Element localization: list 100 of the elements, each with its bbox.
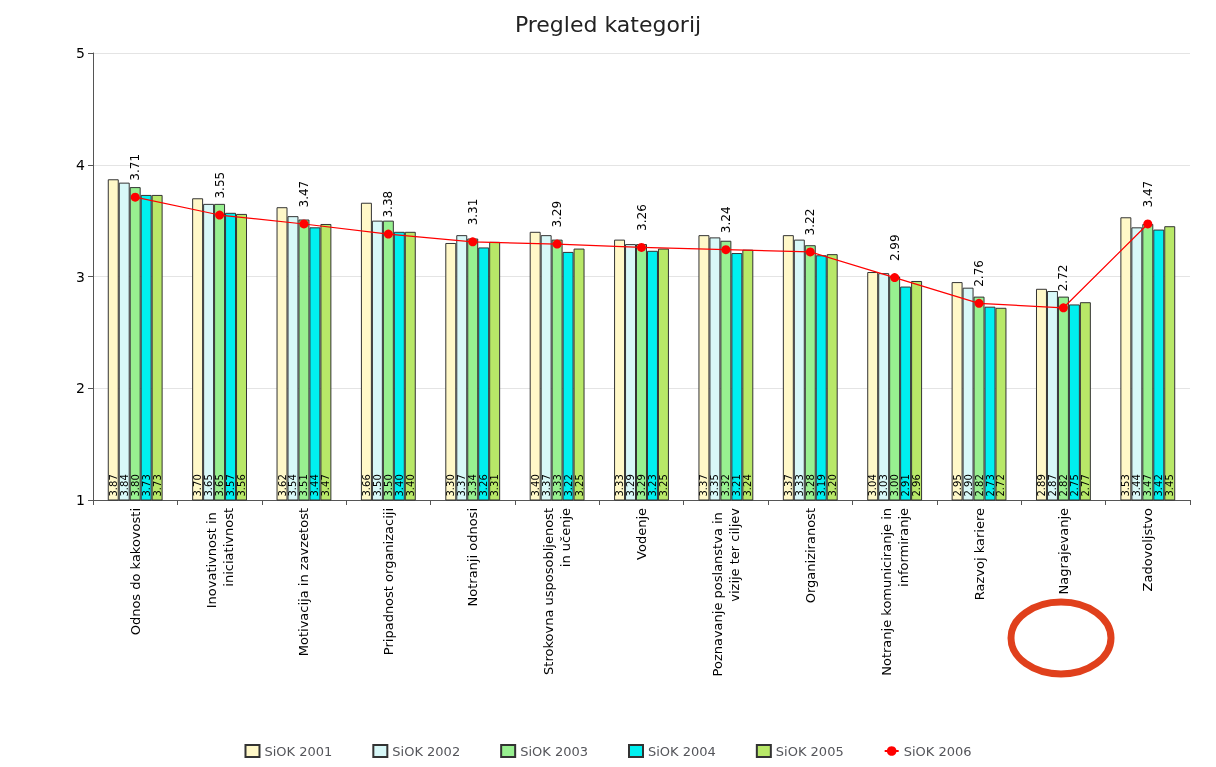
data-label: 2.73 xyxy=(984,474,996,497)
data-label: 3.62 xyxy=(276,474,288,497)
data-label: 3.31 xyxy=(489,474,501,497)
data-label: 3.65 xyxy=(214,474,226,497)
data-label: 2.82 xyxy=(1057,474,1069,497)
data-label: 3.26 xyxy=(634,204,649,231)
y-tick-label: 4 xyxy=(76,156,86,173)
data-label: 3.33 xyxy=(793,474,805,497)
data-label: 3.29 xyxy=(625,474,637,497)
point xyxy=(1143,219,1153,229)
point xyxy=(890,273,900,283)
data-label: 3.56 xyxy=(236,474,248,497)
legend-label: SiOK 2005 xyxy=(775,743,844,759)
data-label: 3.45 xyxy=(1164,474,1176,497)
data-label: 3.37 xyxy=(540,474,552,497)
data-label: 3.20 xyxy=(826,474,838,497)
data-label: 3.47 xyxy=(1140,180,1155,208)
data-label: 3.50 xyxy=(382,474,394,497)
data-label: 3.42 xyxy=(1153,474,1165,497)
data-label: 2.72 xyxy=(1056,264,1071,292)
x-tick-label: Odnos do kakovosti xyxy=(127,508,143,636)
x-tick-label: Pripadnost organizaciji xyxy=(380,508,396,656)
x-tick-label: Razvoj kariere xyxy=(971,508,987,601)
y-tick-label: 1 xyxy=(76,492,85,508)
data-label: 3.50 xyxy=(371,474,383,497)
data-label: 3.37 xyxy=(782,474,794,497)
point xyxy=(130,192,140,202)
data-label: 3.44 xyxy=(1131,474,1143,497)
data-label: 2.90 xyxy=(962,474,974,497)
data-label: 3.73 xyxy=(151,474,163,497)
data-label: 3.40 xyxy=(404,474,416,497)
point xyxy=(721,245,731,255)
data-label: 3.44 xyxy=(309,474,321,497)
data-label: 3.32 xyxy=(720,474,732,497)
data-label: 3.47 xyxy=(1142,474,1154,497)
point xyxy=(805,247,815,257)
point xyxy=(215,210,225,220)
data-label: 3.73 xyxy=(140,474,152,497)
data-label: 3.31 xyxy=(465,198,480,226)
point xyxy=(552,239,562,249)
y-tick-label: 3 xyxy=(76,268,85,285)
legend-label: SiOK 2004 xyxy=(648,743,716,759)
data-label: 3.21 xyxy=(731,474,743,497)
x-tick-label: Zadovoljstvo xyxy=(1140,507,1156,592)
data-label: 3.71 xyxy=(128,153,143,181)
data-label: 3.65 xyxy=(203,474,215,497)
data-label: 3.55 xyxy=(212,171,227,199)
data-label: 2.96 xyxy=(911,474,923,497)
data-label: 3.24 xyxy=(742,474,754,497)
x-tick-label: Motivacija in zavzetost xyxy=(296,508,312,657)
data-label: 2.99 xyxy=(887,234,902,262)
data-label: 2.72 xyxy=(995,474,1007,497)
legend-label: SiOK 2001 xyxy=(264,743,333,759)
data-label: 3.80 xyxy=(129,474,141,497)
data-label: 2.75 xyxy=(1068,474,1080,497)
data-label: 3.66 xyxy=(360,474,372,497)
data-label: 3.22 xyxy=(562,474,574,497)
data-label: 3.33 xyxy=(551,474,563,497)
x-tick-label: Poznavanje poslanstva in vizije ter ciljev xyxy=(709,507,742,677)
data-label: 3.29 xyxy=(550,200,565,228)
legend-label: SiOK 2002 xyxy=(392,743,461,759)
x-tick-label: Organiziranost xyxy=(802,508,818,604)
data-label: 3.23 xyxy=(646,474,658,497)
x-tick-label: Nagrajevanje xyxy=(1055,508,1071,595)
x-tick-label: Notranji odnosi xyxy=(465,508,481,607)
data-label: 3.33 xyxy=(614,474,626,497)
data-label: 3.04 xyxy=(867,474,879,497)
data-label: 3.19 xyxy=(815,474,827,497)
data-label: 3.37 xyxy=(456,474,468,497)
point xyxy=(299,219,309,229)
data-label: 3.40 xyxy=(529,474,541,497)
point xyxy=(974,298,984,308)
y-tick-label: 5 xyxy=(76,45,85,61)
data-label: 3.54 xyxy=(287,474,299,497)
x-tick-label: Inovativnost in iniciativnost xyxy=(203,508,236,609)
data-label: 2.82 xyxy=(973,474,985,497)
data-label: 3.47 xyxy=(296,180,311,208)
chart-title: Pregled kategorij xyxy=(514,11,702,37)
data-label: 3.35 xyxy=(709,474,721,497)
x-tick-label: Strokovna usposobljenost in učenje xyxy=(541,508,574,675)
data-label: 3.51 xyxy=(298,474,310,497)
point xyxy=(383,229,393,239)
x-tick-label: Vodenje xyxy=(634,508,649,560)
x-tick-label: Notranje komuniciranje in informiranje xyxy=(878,508,911,676)
data-label: 3.29 xyxy=(636,474,647,497)
data-label: 3.22 xyxy=(803,208,818,236)
data-label: 2.87 xyxy=(1046,474,1058,497)
data-label: 3.84 xyxy=(118,474,130,497)
data-label: 3.00 xyxy=(889,474,901,497)
point xyxy=(468,237,478,247)
data-label: 3.34 xyxy=(467,474,479,497)
data-label: 3.25 xyxy=(657,474,669,497)
data-label: 3.47 xyxy=(320,474,332,497)
legend-label: SiOK 2006 xyxy=(903,743,972,759)
data-label: 3.03 xyxy=(878,474,890,497)
data-label: 3.40 xyxy=(393,474,405,497)
data-label: 3.28 xyxy=(804,474,816,497)
data-label: 3.87 xyxy=(107,474,119,497)
data-label: 2.77 xyxy=(1079,474,1091,497)
point xyxy=(1058,303,1068,313)
